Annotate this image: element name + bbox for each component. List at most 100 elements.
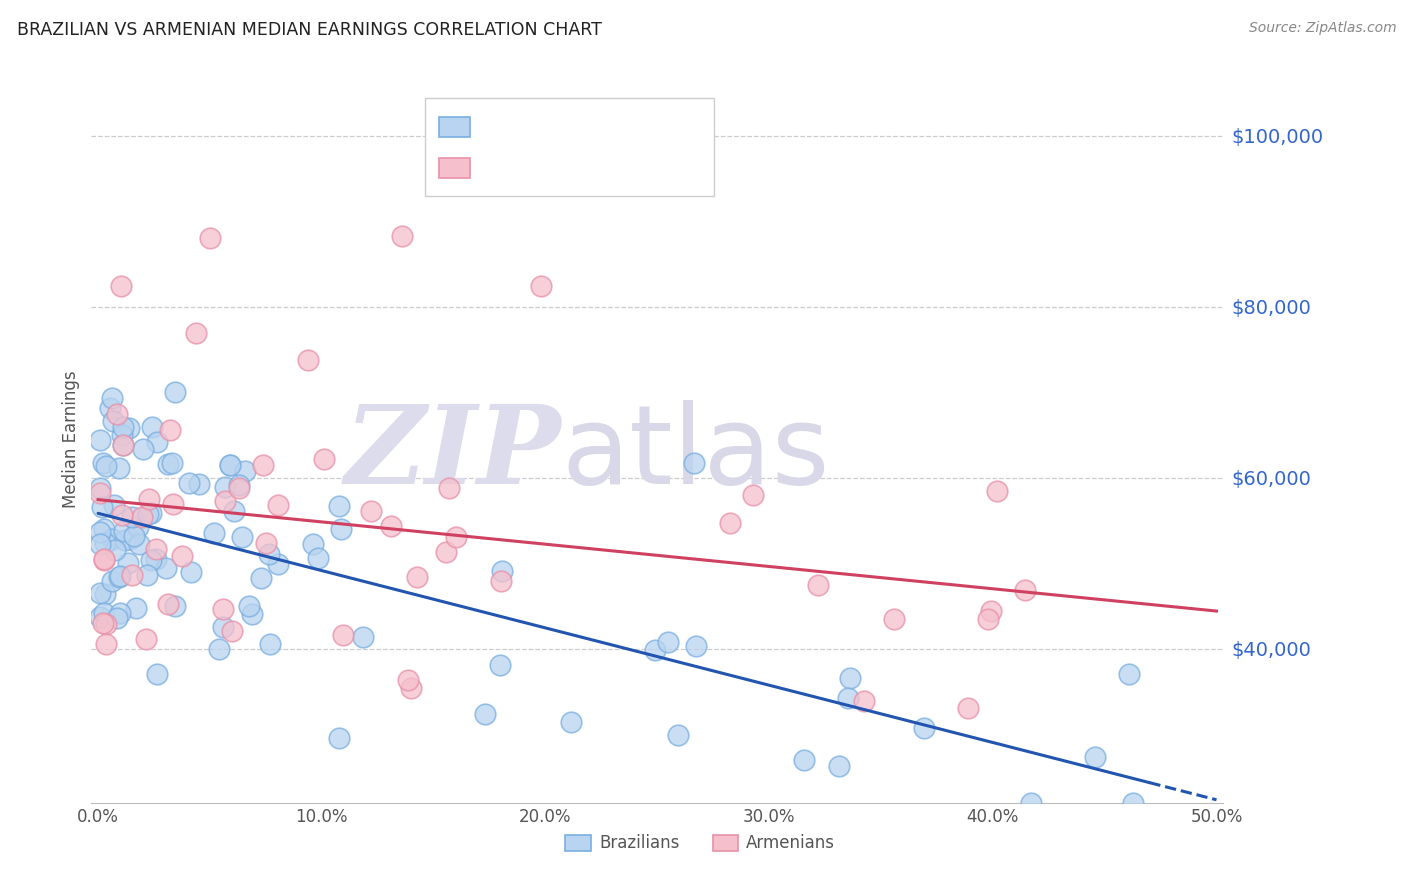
Point — [883, 612, 905, 626]
Point — [122, 529, 145, 543]
Point — [89, 524, 111, 539]
Point — [112, 524, 135, 539]
Point — [560, 714, 582, 729]
Point — [491, 564, 513, 578]
Point — [91, 615, 114, 630]
Point — [93, 522, 115, 536]
Point — [94, 637, 117, 651]
Point — [157, 457, 180, 471]
Point — [135, 632, 157, 646]
Text: BRAZILIAN VS ARMENIAN MEDIAN EARNINGS CORRELATION CHART: BRAZILIAN VS ARMENIAN MEDIAN EARNINGS CO… — [17, 21, 602, 38]
Text: Source: ZipAtlas.com: Source: ZipAtlas.com — [1249, 21, 1396, 35]
Point — [163, 599, 186, 613]
Point — [146, 666, 169, 681]
Point — [1014, 582, 1036, 597]
Text: R = −0.148   N = 52: R = −0.148 N = 52 — [481, 160, 661, 178]
Point — [188, 477, 211, 491]
Point — [165, 385, 187, 400]
Point — [332, 628, 354, 642]
Point — [685, 639, 707, 653]
Point — [228, 478, 250, 492]
Point — [145, 542, 167, 557]
Point — [228, 481, 250, 495]
Point — [489, 657, 512, 672]
Point — [250, 571, 273, 585]
Point — [89, 586, 111, 600]
Point — [114, 533, 136, 548]
Text: ZIP: ZIP — [344, 401, 561, 508]
Point — [105, 611, 128, 625]
Point — [434, 545, 457, 559]
Point — [103, 498, 125, 512]
Point — [644, 643, 666, 657]
Point — [160, 456, 183, 470]
Point — [155, 561, 177, 575]
Point — [177, 475, 200, 490]
Point — [141, 553, 163, 567]
Point — [839, 671, 862, 685]
Point — [240, 607, 263, 621]
Point — [100, 401, 122, 415]
Point — [93, 551, 115, 566]
Point — [118, 420, 141, 434]
Text: Armenians: Armenians — [747, 834, 835, 852]
Point — [977, 612, 1000, 626]
Point — [267, 498, 290, 512]
Point — [105, 407, 128, 421]
Point — [741, 488, 763, 502]
Point — [986, 483, 1008, 498]
Point — [257, 547, 280, 561]
Point — [297, 353, 319, 368]
Point — [180, 565, 202, 579]
Point — [127, 519, 149, 533]
Point — [398, 673, 420, 687]
Point — [156, 597, 179, 611]
Point — [108, 569, 131, 583]
Point — [391, 229, 413, 244]
Point — [141, 506, 163, 520]
Point — [121, 568, 143, 582]
Point — [328, 499, 350, 513]
Point — [91, 457, 114, 471]
Point — [328, 731, 350, 745]
Point — [980, 605, 1002, 619]
Point — [401, 681, 423, 695]
Point — [101, 414, 124, 428]
Point — [530, 279, 553, 293]
Point — [145, 551, 167, 566]
Point — [131, 510, 153, 524]
Point — [837, 690, 859, 705]
Point — [827, 759, 849, 773]
Point — [957, 700, 980, 714]
Point — [352, 630, 374, 644]
Text: atlas: atlas — [561, 401, 830, 508]
Point — [1122, 796, 1144, 810]
Point — [94, 536, 117, 550]
Point — [138, 491, 160, 506]
Point — [93, 607, 115, 621]
Point — [101, 391, 124, 405]
Point — [380, 519, 402, 533]
Point — [1084, 749, 1107, 764]
Point — [252, 458, 274, 473]
Point — [103, 542, 125, 557]
Point — [162, 497, 184, 511]
Point — [89, 536, 111, 550]
Point — [146, 435, 169, 450]
Point — [238, 599, 260, 613]
Point — [489, 574, 512, 589]
Point — [108, 461, 131, 475]
Point — [121, 510, 143, 524]
Point — [793, 753, 815, 767]
Point — [208, 642, 231, 657]
Text: Brazilians: Brazilians — [599, 834, 679, 852]
Point — [312, 452, 335, 467]
Point — [110, 279, 132, 293]
Point — [94, 587, 117, 601]
Point — [214, 494, 236, 508]
Point — [138, 507, 160, 521]
Point — [254, 535, 277, 549]
Point — [89, 485, 111, 500]
Point — [94, 459, 117, 474]
Point — [124, 601, 146, 615]
